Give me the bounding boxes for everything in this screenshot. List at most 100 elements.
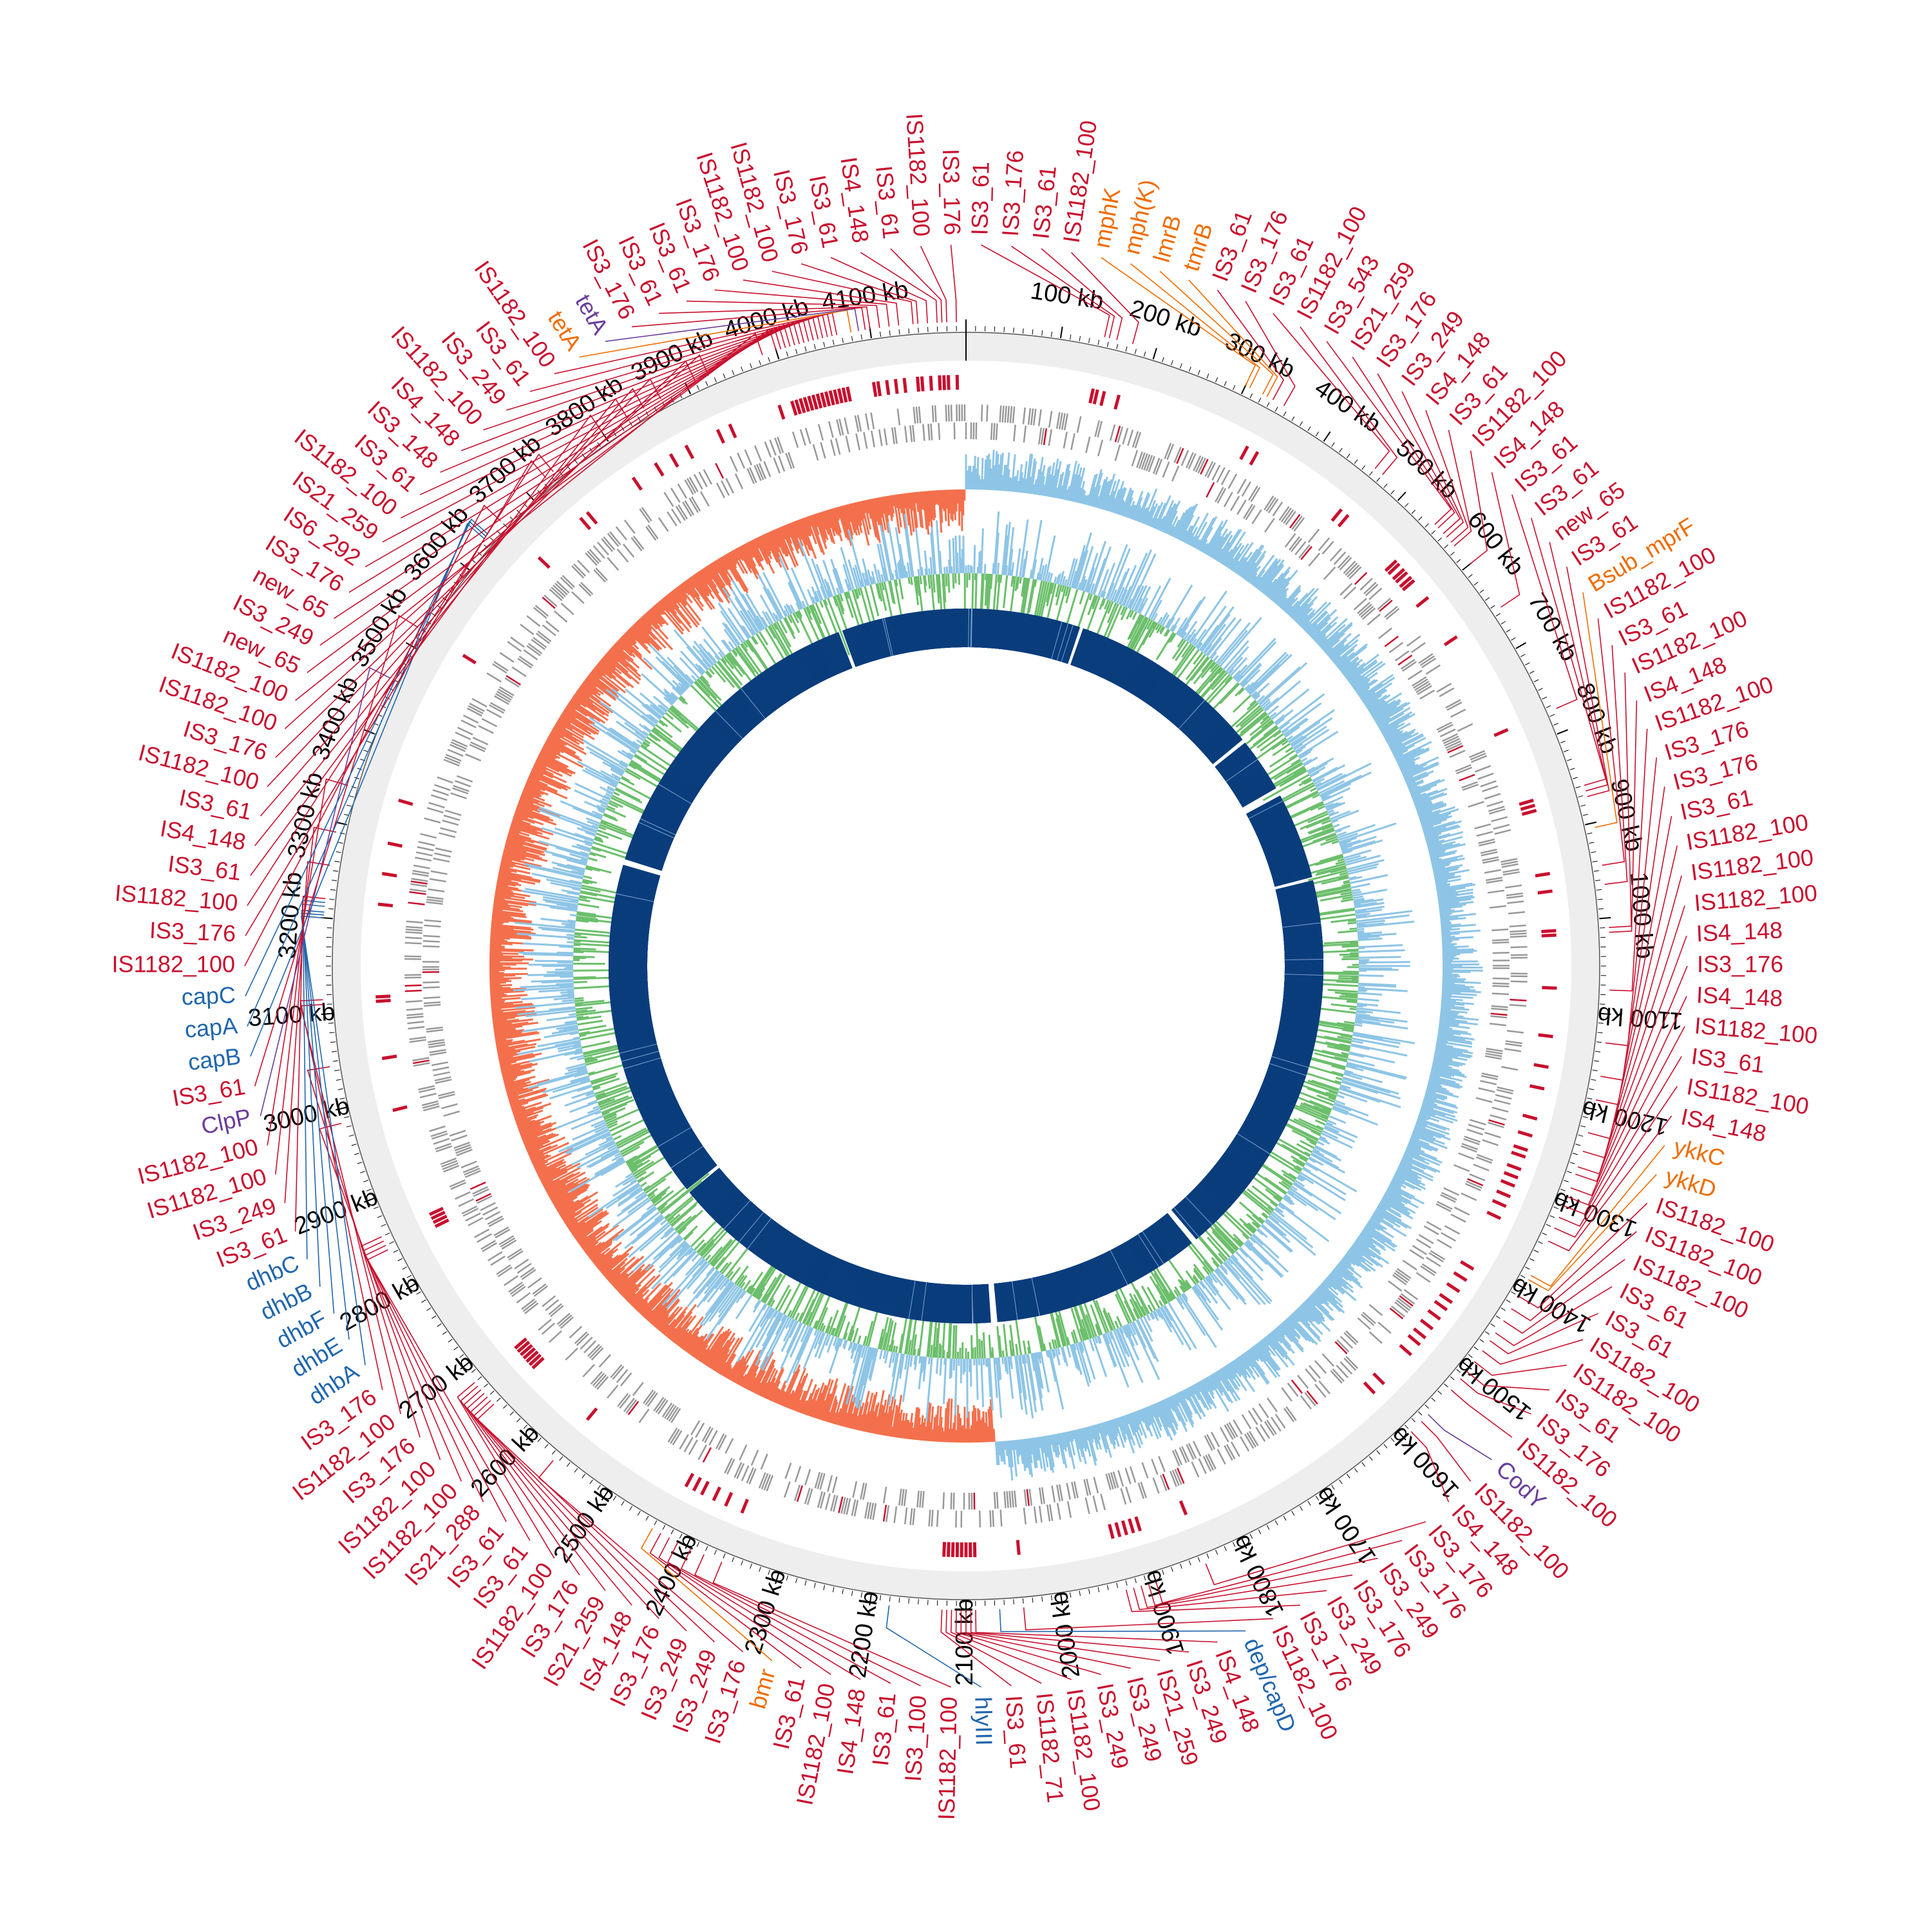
gc-skew-bar <box>607 1256 636 1282</box>
is-marker <box>522 1347 536 1360</box>
gc-skew-bar <box>1079 489 1085 504</box>
gc-skew-bar <box>873 1416 878 1434</box>
gc-skew-bar <box>757 1359 776 1396</box>
gc-skew-bar <box>790 522 805 556</box>
gc-skew-bar <box>1171 512 1186 537</box>
gene-bar <box>1236 499 1247 515</box>
gene-bar <box>1509 1003 1526 1007</box>
gc-skew-bar <box>518 799 542 810</box>
gc-content-bar <box>1273 761 1303 781</box>
gc-skew-bar <box>1075 468 1086 503</box>
gc-content-bar <box>1308 869 1348 882</box>
gc-skew-bar <box>1146 506 1155 526</box>
gc-skew-bar <box>1396 747 1430 764</box>
gc-skew-bar <box>1375 1208 1408 1229</box>
gc-skew-bar <box>1074 476 1082 502</box>
gc-skew-bar <box>1350 1245 1379 1267</box>
gene-bar <box>1023 1508 1027 1525</box>
gc-skew-bar <box>1441 929 1481 934</box>
gene-bar <box>746 468 755 484</box>
gc-skew-bar <box>1434 873 1455 879</box>
gc-skew-bar <box>1100 480 1110 509</box>
gc-content-bar <box>1129 1322 1137 1336</box>
gc-skew-bar <box>1416 802 1433 811</box>
gc-content-bar <box>1352 891 1362 895</box>
gene-bar <box>433 1137 450 1145</box>
gc-skew-bar <box>571 696 587 708</box>
gc-content-bar <box>1156 625 1162 634</box>
gc-skew-bar <box>520 795 539 804</box>
gc-content-bar <box>1119 589 1128 605</box>
gene-bar <box>793 1484 801 1501</box>
gc-content-bar <box>1106 602 1117 623</box>
gc-skew-bar <box>1419 1112 1431 1118</box>
gene-bar <box>708 1430 718 1446</box>
gc-content-bar <box>1250 1236 1289 1273</box>
gene-bar <box>1174 1449 1183 1466</box>
gc-skew-bar <box>939 489 943 523</box>
gc-skew-bar <box>791 1375 806 1410</box>
gc-content-bar <box>1297 1175 1305 1182</box>
gc-content-bar <box>1171 645 1194 676</box>
gc-skew-bar <box>506 1083 527 1092</box>
gc-skew-bar <box>1392 1178 1403 1186</box>
gc-content-bar <box>1333 1103 1352 1112</box>
gc-skew-bar <box>906 493 911 509</box>
gc-content-bar <box>988 1334 992 1358</box>
gene-bar <box>428 1039 445 1043</box>
gc-skew-bar <box>576 690 594 705</box>
gc-skew-bar <box>1325 647 1334 654</box>
gc-skew-bar <box>1207 1376 1229 1412</box>
gc-content-bar <box>1242 1233 1249 1240</box>
gc-content-bar <box>1293 725 1327 750</box>
gc-skew-bar <box>1408 1141 1432 1151</box>
gc-skew-bar <box>1270 1331 1280 1343</box>
gene-bar <box>1423 1225 1439 1235</box>
gc-skew-bar <box>489 977 522 980</box>
gc-skew-bar <box>1401 1159 1413 1166</box>
gene-bar <box>638 1408 650 1423</box>
gene-bar <box>1272 501 1283 516</box>
gc-skew-bar <box>1296 607 1313 625</box>
gc-content-bar <box>1342 1076 1399 1095</box>
gc-skew-bar <box>1051 1434 1058 1457</box>
gc-skew-bar <box>943 489 947 522</box>
gc-skew-bar <box>1361 1230 1373 1239</box>
gc-skew-bar <box>1232 542 1254 573</box>
gene-bar <box>429 878 446 883</box>
gene-bar <box>922 424 925 441</box>
gc-skew-bar <box>569 1208 603 1232</box>
gene-bar <box>1443 1187 1459 1196</box>
gc-skew-bar <box>540 1163 573 1182</box>
gc-skew-bar <box>1084 495 1090 506</box>
gc-content-bar <box>1019 576 1022 584</box>
gc-content-bar <box>1147 1304 1153 1312</box>
gc-content-bar <box>1357 931 1383 936</box>
gc-skew-bar <box>606 1267 621 1281</box>
gc-content-bar <box>1303 756 1318 766</box>
gc-skew-bar <box>1005 452 1010 491</box>
gc-skew-bar <box>989 1406 993 1443</box>
gene-bar <box>412 1057 430 1062</box>
gc-skew-bar <box>784 1393 792 1408</box>
gc-skew-bar <box>1166 1397 1175 1412</box>
gc-content-bar <box>1343 880 1350 884</box>
gc-content-bar <box>1037 558 1044 580</box>
gc-skew-bar <box>817 1400 826 1420</box>
gc-content-bar <box>576 1016 583 1019</box>
gc-skew-bar <box>820 1394 831 1421</box>
gc-content-bar <box>952 1325 956 1359</box>
gene-bar <box>470 741 487 750</box>
gene-bar <box>422 986 440 989</box>
gene-bar <box>783 1481 791 1498</box>
gc-skew-bar <box>1058 1433 1068 1468</box>
gene-bar <box>1437 1200 1453 1210</box>
gc-skew-bar <box>1436 886 1466 893</box>
gc-skew-bar <box>1441 1000 1474 1005</box>
gc-skew-bar <box>504 848 542 860</box>
gene-bar <box>999 1510 1003 1527</box>
gene-bar <box>773 457 781 474</box>
gc-content-bar <box>554 972 574 974</box>
gene-bar <box>1193 455 1202 471</box>
gc-skew-bar <box>1436 1040 1472 1048</box>
